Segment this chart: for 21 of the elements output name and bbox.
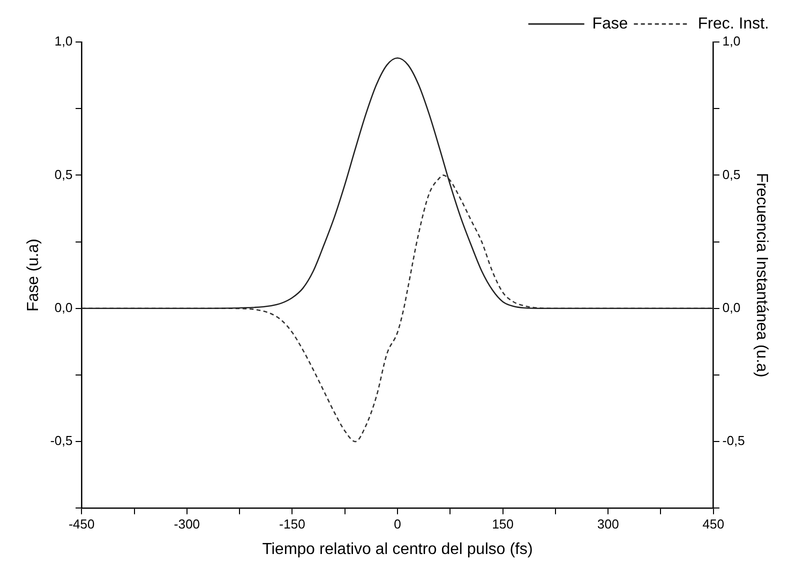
legend-label: Frec. Inst. bbox=[698, 15, 769, 32]
x-tick-label: -300 bbox=[174, 516, 200, 532]
legend-label: Fase bbox=[592, 15, 628, 32]
x-tick-label: 300 bbox=[597, 516, 619, 532]
y-tick-label: 1,0 bbox=[54, 34, 73, 49]
x-tick-label: 0 bbox=[394, 516, 402, 532]
x-tick-label: 150 bbox=[492, 516, 514, 532]
y2-tick-label: 0,0 bbox=[722, 300, 740, 315]
y2-tick-label: -0,5 bbox=[722, 433, 745, 448]
y-tick-label: -0,5 bbox=[50, 433, 73, 448]
line-series bbox=[82, 57, 714, 310]
y2-tick-label: 1,0 bbox=[722, 34, 740, 49]
x-tick-label: -150 bbox=[279, 516, 306, 532]
y-tick-label: 0,0 bbox=[54, 300, 73, 315]
y-tick-label: 0,5 bbox=[54, 166, 73, 182]
y2-tick-label: 0,5 bbox=[722, 166, 740, 182]
x-axis-title: Tiempo relativo al centro del pulso (fs) bbox=[262, 540, 533, 558]
y2-axis-title: Frecuencia Instantánea (u.a) bbox=[752, 172, 770, 378]
y-axis-title: Fase (u.a) bbox=[25, 238, 42, 312]
x-tick-label: -450 bbox=[68, 516, 95, 532]
x-tick-label: 450 bbox=[702, 516, 724, 532]
